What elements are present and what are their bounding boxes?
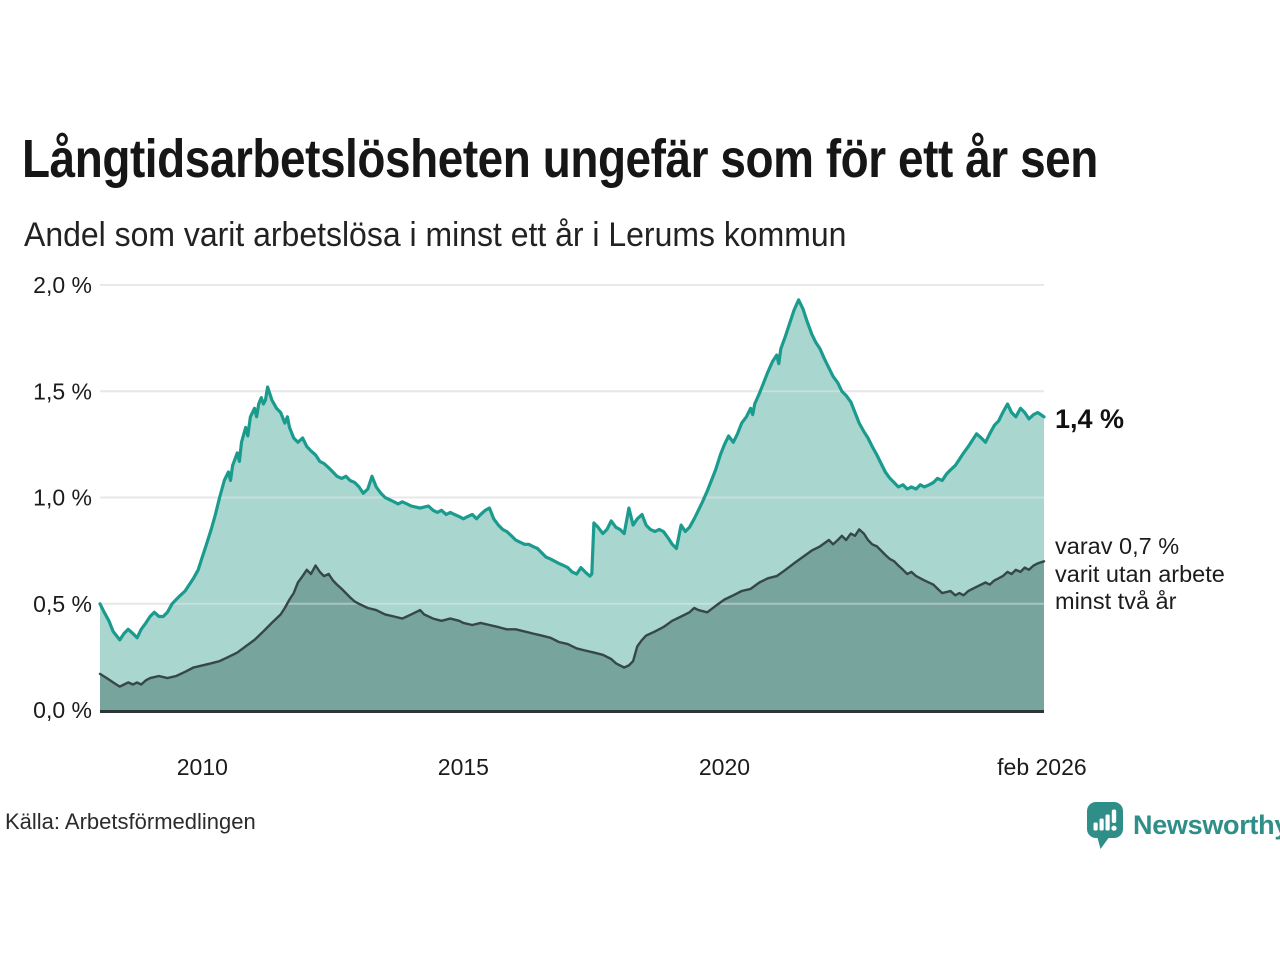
x-tick-label: 2020	[699, 754, 750, 780]
series-line-minst-ett-ar	[98, 298, 1046, 642]
y-tick-label: 1,0 %	[33, 485, 92, 511]
newsworthy-logo-icon	[1086, 801, 1124, 850]
x-tick-label: feb 2026	[997, 754, 1087, 780]
source-credit: Källa: Arbetsförmedlingen	[5, 809, 256, 834]
newsworthy-logo-text: Newsworthy	[1133, 810, 1280, 840]
end-note-label: varav 0,7 % varit utan arbete minst två …	[1055, 533, 1225, 614]
y-tick-label: 2,0 %	[33, 272, 92, 298]
end-value-label: 1,4 %	[1055, 404, 1125, 434]
series-area-minst-tva-ar	[100, 529, 1044, 710]
chart-subtitle: Andel som varit arbetslösa i minst ett å…	[24, 216, 847, 254]
x-tick-label: 2015	[438, 754, 489, 780]
x-tick-label: 2010	[177, 754, 228, 780]
y-tick-label: 0,0 %	[33, 697, 92, 723]
newsworthy-brand: Newsworthy	[1086, 801, 1280, 850]
y-tick-label: 1,5 %	[33, 378, 92, 404]
page-title: Långtidsarbetslösheten ungefär som för e…	[22, 129, 1098, 189]
y-tick-label: 0,5 %	[33, 591, 92, 617]
series-line-minst-tva-ar	[98, 528, 1046, 688]
